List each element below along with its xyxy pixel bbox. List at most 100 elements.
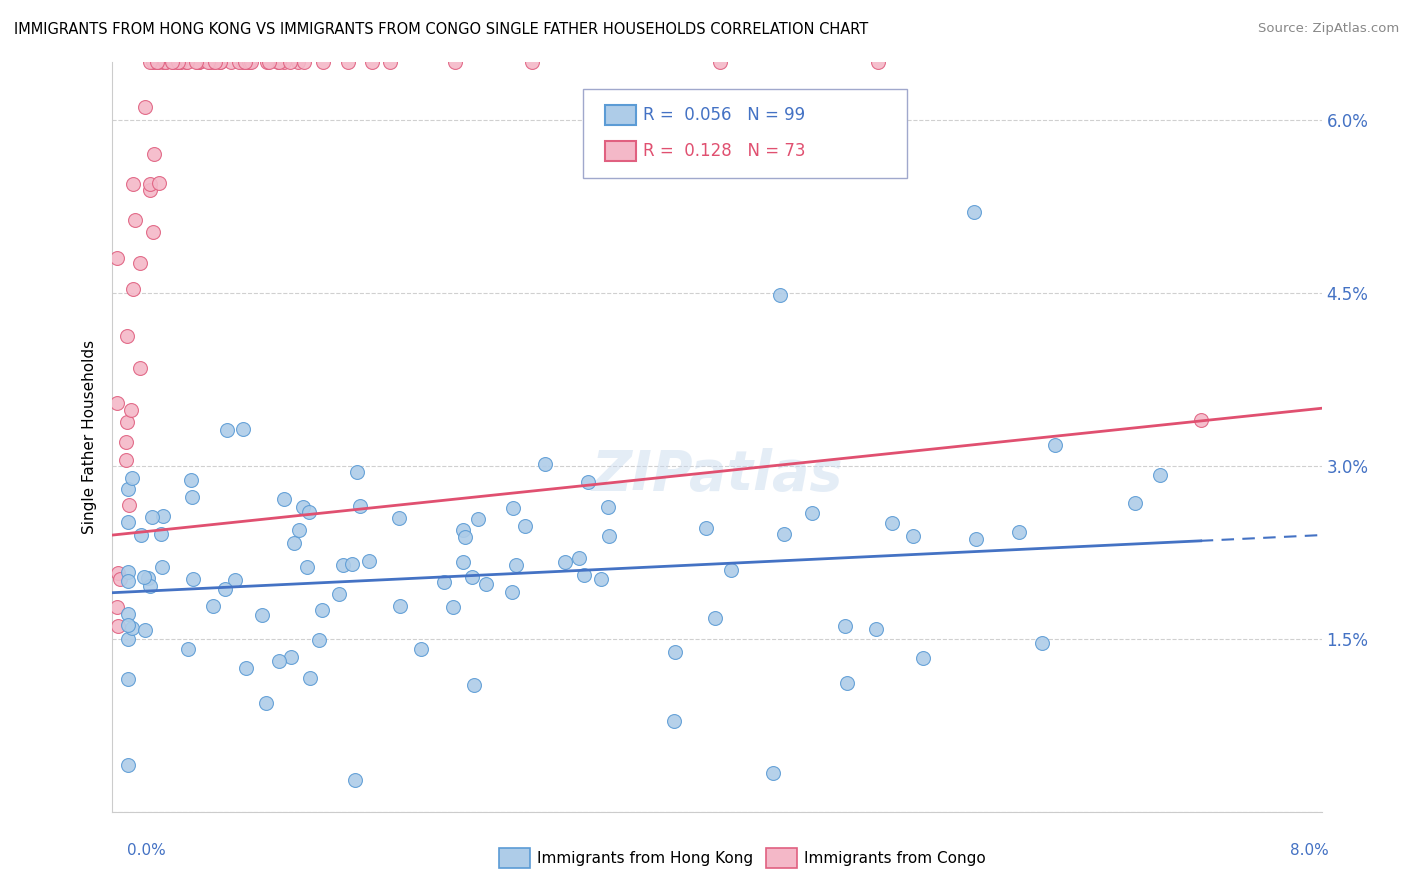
Point <box>380 55 402 70</box>
Point <box>233 55 256 70</box>
Point <box>589 572 612 586</box>
Point <box>835 676 858 690</box>
Point <box>232 422 254 436</box>
Text: R =  0.128   N = 73: R = 0.128 N = 73 <box>643 142 806 160</box>
Point <box>388 511 411 525</box>
Y-axis label: Single Father Households: Single Father Households <box>82 340 97 534</box>
Point <box>121 621 143 635</box>
Point <box>117 515 139 529</box>
Point <box>269 654 291 668</box>
Point <box>141 510 163 524</box>
Point <box>451 523 474 537</box>
Point <box>142 225 165 239</box>
Point <box>349 499 371 513</box>
Point <box>598 500 620 514</box>
Point <box>568 551 591 566</box>
Point <box>129 528 152 542</box>
Point <box>160 55 183 70</box>
Point <box>965 532 987 546</box>
Point <box>117 618 139 632</box>
Point <box>224 573 246 587</box>
Point <box>441 600 464 615</box>
Point <box>453 554 475 568</box>
Point <box>142 55 165 70</box>
Point <box>704 611 727 625</box>
Point <box>188 55 211 70</box>
Point <box>180 490 202 504</box>
Point <box>1123 496 1146 510</box>
Point <box>134 570 156 584</box>
Point <box>328 586 350 600</box>
Point <box>461 570 484 584</box>
Point <box>129 256 152 270</box>
Text: IMMIGRANTS FROM HONG KONG VS IMMIGRANTS FROM CONGO SINGLE FATHER HOUSEHOLDS CORR: IMMIGRANTS FROM HONG KONG VS IMMIGRANTS … <box>14 22 869 37</box>
Point <box>117 758 139 772</box>
Point <box>256 55 278 70</box>
Point <box>664 645 686 659</box>
Point <box>105 252 128 266</box>
Point <box>107 566 129 580</box>
Point <box>121 282 143 296</box>
Point <box>772 527 794 541</box>
Point <box>181 572 204 586</box>
Point <box>762 765 785 780</box>
Point <box>117 565 139 579</box>
Point <box>267 55 290 70</box>
Point <box>117 632 139 646</box>
Point <box>201 599 224 613</box>
Point <box>467 512 489 526</box>
Point <box>505 558 527 572</box>
Point <box>228 55 250 70</box>
Point <box>332 558 354 573</box>
Point <box>501 584 523 599</box>
Point <box>105 600 128 615</box>
Point <box>963 205 986 219</box>
Point <box>695 520 717 534</box>
Point <box>197 55 219 70</box>
Point <box>598 529 620 543</box>
Point <box>433 575 456 590</box>
Point <box>1189 413 1212 427</box>
Point <box>311 603 333 617</box>
Point <box>308 633 330 648</box>
Point <box>280 650 302 665</box>
Point <box>709 55 731 70</box>
Point <box>148 177 170 191</box>
Point <box>443 55 465 70</box>
Point <box>475 577 498 591</box>
Text: 8.0%: 8.0% <box>1289 843 1329 858</box>
Point <box>801 506 824 520</box>
Point <box>117 329 139 343</box>
Point <box>513 519 536 533</box>
Point <box>150 560 173 574</box>
Point <box>117 483 139 497</box>
Point <box>167 55 190 70</box>
Point <box>143 146 166 161</box>
Point <box>240 55 263 70</box>
Point <box>865 622 887 636</box>
Point <box>554 555 576 569</box>
Point <box>186 55 208 70</box>
Point <box>389 599 412 613</box>
Point <box>200 55 222 70</box>
Point <box>288 524 311 538</box>
Point <box>273 55 295 70</box>
Point <box>180 474 202 488</box>
Point <box>454 530 477 544</box>
Point <box>202 55 225 70</box>
Point <box>155 55 177 70</box>
Point <box>174 55 197 70</box>
Point <box>287 55 309 70</box>
Point <box>176 55 198 70</box>
Point <box>340 557 363 571</box>
Point <box>534 457 557 471</box>
Text: R =  0.056   N = 99: R = 0.056 N = 99 <box>643 106 804 124</box>
Point <box>252 607 274 622</box>
Point <box>162 55 184 70</box>
Point <box>291 500 314 515</box>
Point <box>298 671 321 685</box>
Point <box>121 470 143 484</box>
Point <box>346 466 368 480</box>
Point <box>129 360 152 375</box>
Point <box>117 607 139 622</box>
